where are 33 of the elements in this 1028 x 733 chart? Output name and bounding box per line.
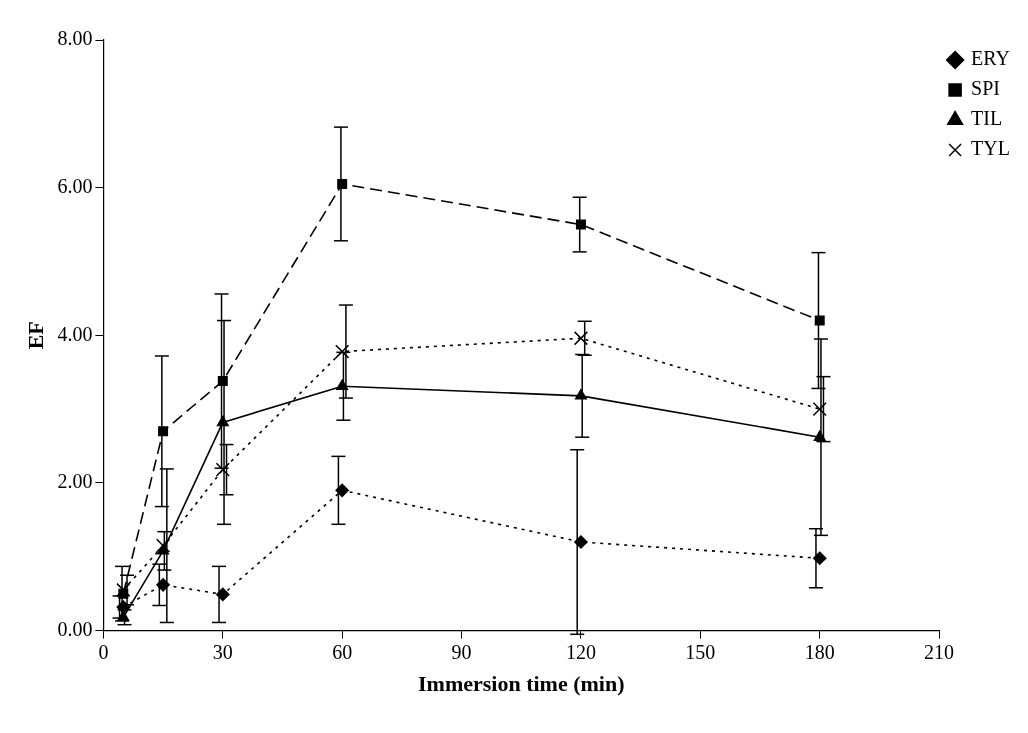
point: [157, 544, 170, 555]
y-tick-label: 0.00: [57, 617, 93, 640]
point: [215, 462, 230, 477]
legend-label: TIL: [971, 107, 1003, 130]
point: [335, 344, 350, 359]
x-tick-label: 180: [804, 640, 835, 663]
y-tick-label: 8.00: [57, 27, 93, 50]
point: [116, 600, 131, 614]
point: [156, 578, 170, 592]
y-axis-title: EF: [22, 321, 48, 350]
legend-label: SPI: [971, 77, 1001, 100]
x-axis-title: Immersion time (min): [417, 671, 625, 697]
x-tick-label: 210: [924, 640, 955, 663]
point: [814, 315, 825, 326]
x-tick-label: 0: [98, 640, 109, 663]
x-tick-label: 120: [565, 640, 596, 663]
legend-label: ERY: [971, 47, 1011, 70]
x-tick-label: 30: [212, 640, 233, 663]
point: [217, 376, 228, 387]
x-tick-label: 90: [451, 640, 472, 663]
x-tick-label: 150: [685, 640, 716, 663]
y-tick-label: 6.00: [57, 174, 93, 197]
point: [575, 219, 586, 230]
y-tick-label: 4.00: [57, 322, 93, 345]
point: [155, 538, 171, 553]
point: [812, 402, 827, 417]
point: [573, 331, 589, 346]
point: [336, 379, 349, 390]
point: [574, 535, 588, 549]
point: [335, 483, 349, 498]
y-tick-label: 2.00: [57, 470, 93, 493]
x-tick-label: 60: [332, 640, 353, 663]
legend-label: TYL: [971, 137, 1010, 160]
